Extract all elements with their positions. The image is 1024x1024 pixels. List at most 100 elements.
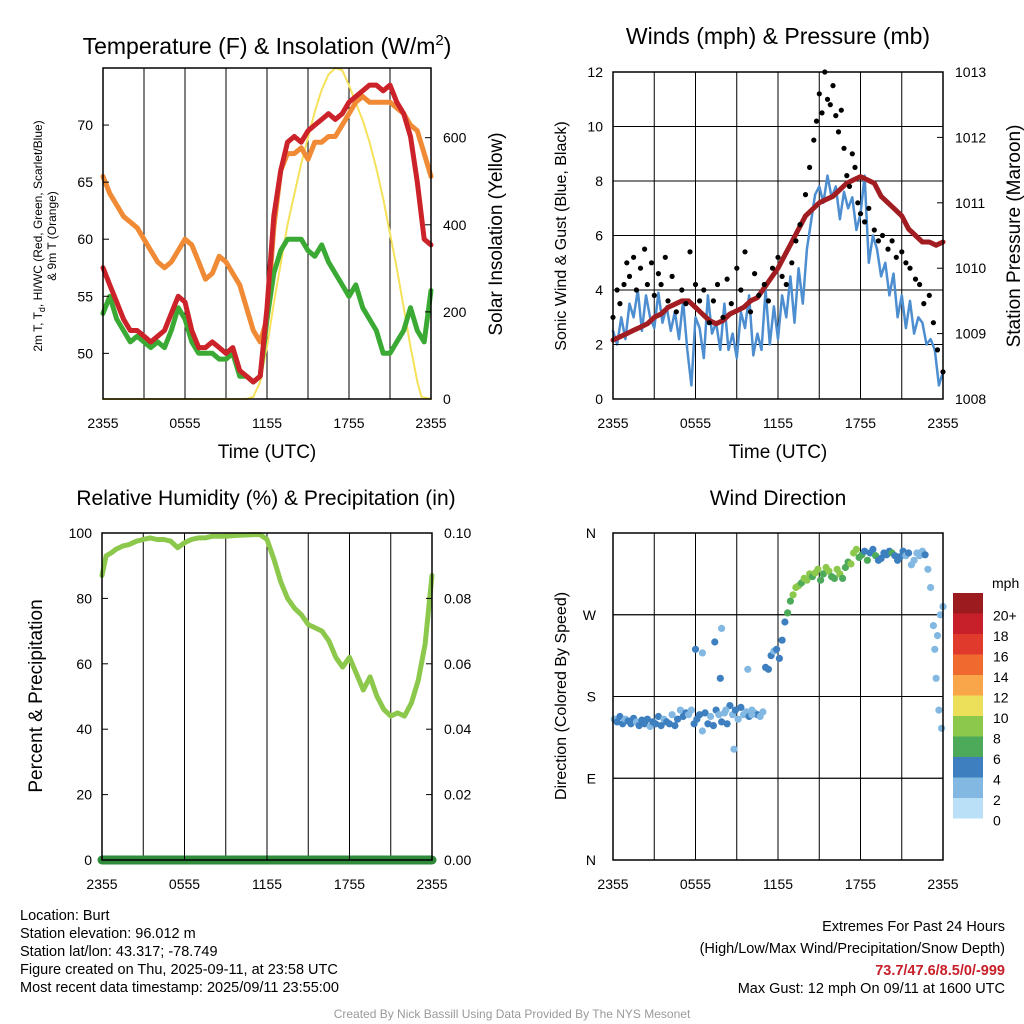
gust-point [833,113,839,119]
wind-direction-y-axis-label: Direction (Colored By Speed) [553,592,570,800]
wind-direction-point [764,665,773,673]
wind-direction-point [759,708,767,716]
wind-direction-point [698,727,707,735]
wind-direction-point [696,711,704,719]
gust-point [846,183,853,189]
gust-point [862,219,868,225]
wind-direction-point [674,715,682,723]
y2-tick-label: 1012 [955,129,986,145]
winds-y2-ticks: 1008 1009 1010 1011 1012 1013 [937,64,986,407]
y-tick-label: E [587,770,596,786]
winds-series [610,69,946,387]
y2-tick-label: 600 [443,130,467,146]
y-tick-label: W [583,607,597,623]
gust-point [651,292,657,298]
wind-direction-point [687,706,696,714]
gust-point [769,265,776,271]
wind-direction-point [716,674,724,682]
rh-series-line [99,532,435,719]
wind-direction-point [635,722,643,730]
wind-direction-point [819,570,828,578]
temperature-y-axis-label-2: & 9m T (Orange) [45,191,59,281]
humidity-grid [142,533,392,860]
extremes-subtitle: (High/Low/Max Wind/Precipitation/Snow De… [699,941,1005,957]
gust-point [811,137,817,143]
wind-direction-point [786,597,795,605]
extremes-info: Extremes For Past 24 Hours (High/Low/Max… [700,918,1005,998]
legend-label: 10 [993,710,1009,726]
gust-point [912,276,919,282]
legend-label: 14 [993,669,1009,685]
y-tick-label: 2 [595,337,603,353]
winds-grid [613,71,943,400]
wind-direction-point [613,718,621,726]
legend-swatch [953,798,983,819]
wind-direction-point [924,565,932,573]
wind-direction-point [803,576,811,584]
gust-point [720,314,726,320]
gust-point [761,281,767,288]
wind-direction-point [709,722,718,730]
legend-swatch [953,757,983,778]
x-tick-label: 1155 [252,415,282,431]
y2-tick-label: 1008 [955,391,986,407]
wind-direction-point [896,553,905,561]
gust-point [724,276,730,282]
y2-tick-label: 0.10 [444,525,471,541]
gust-point [679,287,685,293]
x-tick-label: 1155 [252,876,282,892]
wind-direction-point [701,709,709,717]
gust-point [827,102,833,108]
gust-point [889,238,895,244]
legend-swatch [953,634,983,655]
y-tick-label: S [587,689,596,705]
gust-point [631,254,637,260]
gust-point [783,281,789,288]
wind-direction-point [778,636,786,644]
y2-tick-label: 200 [443,304,467,320]
winds-y-ticks: 0 2 4 6 8 10 12 [587,64,619,407]
wind-direction-point [722,706,730,714]
humidity-x-ticks: 2355 0555 1155 1755 2355 [86,854,448,892]
y2-tick-label: 0 [443,391,451,407]
x-tick-label: 2355 [597,876,628,892]
gust-point [835,129,842,135]
legend-swatch [953,593,983,614]
legend-title: mph [992,575,1019,591]
legend-label: 2 [993,792,1001,808]
y2-tick-label: 0.02 [444,787,471,803]
gust-point [692,281,699,288]
gust-point [841,145,847,151]
gust-point [819,110,825,116]
y-tick-label: 80 [76,590,92,606]
y2-tick-label: 1010 [955,260,986,276]
gust-point [687,249,693,255]
gust-point [879,232,886,239]
gust-point [930,320,937,326]
gust-point [747,309,754,315]
legend-swatch [953,716,983,737]
y2-tick-label: 0.04 [444,721,471,737]
wind-direction-point [839,574,847,583]
temperature-panel: Temperature (F) & Insolation (W/m2) 50 55… [31,32,507,463]
legend-swatch [953,695,983,716]
wind-direction-point [781,618,789,626]
wind-direction-point [671,722,679,730]
wind-direction-point [730,745,738,753]
legend-label: 8 [993,730,1001,746]
x-tick-label: 0555 [169,415,200,431]
gust-point [683,301,689,307]
wind-direction-point [723,720,731,728]
gust-point [624,260,630,266]
x-tick-label: 1755 [845,876,876,892]
legend-swatch [953,613,983,634]
temperature-grid [143,68,391,399]
recent-timestamp: Most recent data timestamp: 2025/09/11 2… [20,980,339,996]
gust-point [907,265,913,271]
gust-point [824,96,831,102]
wind-direction-point [652,720,660,728]
gust-point [710,298,717,304]
legend-label: 20+ [993,607,1017,623]
y2-tick-label: 1013 [955,64,986,80]
x-tick-label: 2355 [927,876,958,892]
